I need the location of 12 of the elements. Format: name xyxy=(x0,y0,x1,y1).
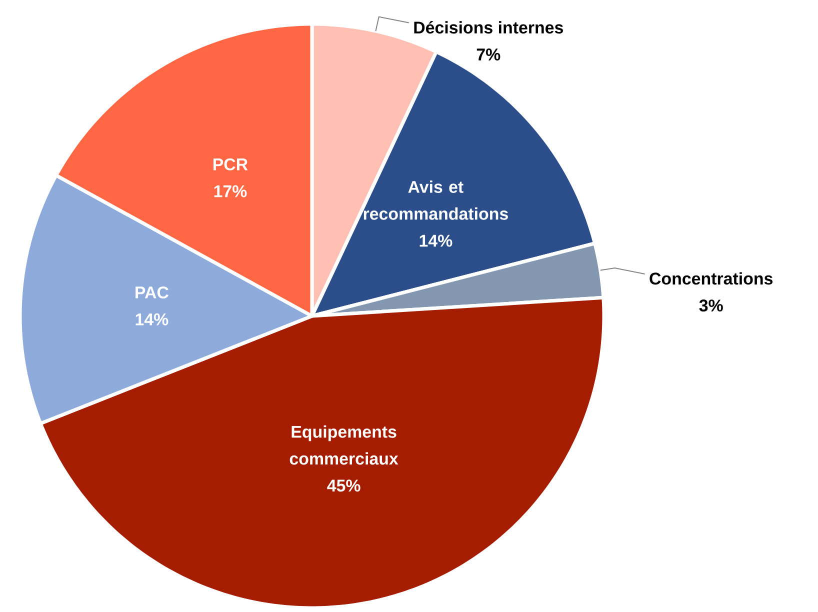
slice-label: PAC xyxy=(136,286,168,298)
data-label: 14% xyxy=(420,234,452,247)
slice-label: PCR xyxy=(213,158,248,170)
slice-label: Décisions internes xyxy=(414,20,563,34)
data-label: 7% xyxy=(476,48,500,60)
slice-label: Concentrations xyxy=(650,272,773,285)
slice-label: Equipements commerciaux xyxy=(290,425,398,465)
data-label: 45% xyxy=(327,480,360,492)
data-label: 17% xyxy=(214,185,247,198)
data-label: 14% xyxy=(136,313,168,326)
data-label: 3% xyxy=(699,300,723,312)
slice-label: Avis et recommandations xyxy=(364,180,508,220)
